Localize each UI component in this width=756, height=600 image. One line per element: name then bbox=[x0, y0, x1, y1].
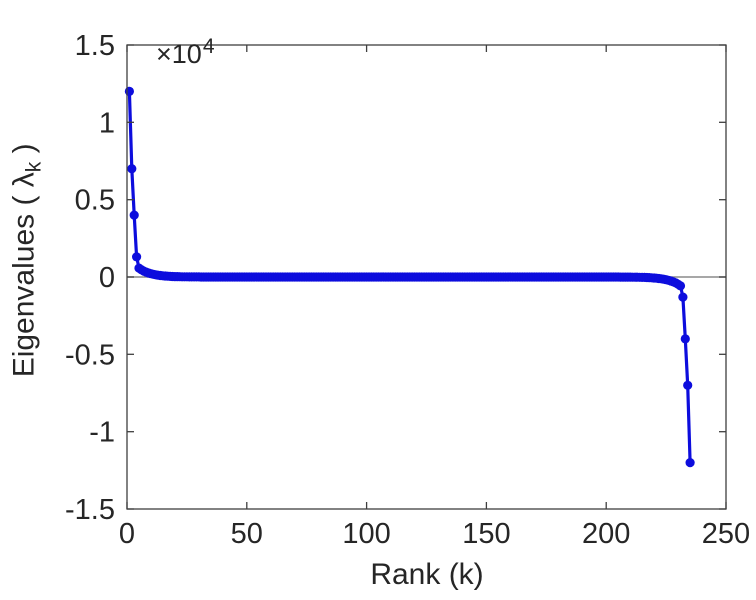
x-tick-label: 100 bbox=[342, 518, 390, 550]
y-axis-label: Eigenvalues ( λk ) bbox=[0, 143, 81, 410]
y-tick-label: -1.5 bbox=[65, 494, 115, 526]
data-point-marker bbox=[132, 252, 142, 262]
data-point-marker bbox=[129, 210, 139, 220]
y-tick-label: -1 bbox=[89, 417, 115, 449]
x-axis-label: Rank (k) bbox=[370, 558, 484, 591]
exponent-base: ×10 bbox=[156, 39, 202, 69]
y-tick-label: 0 bbox=[99, 262, 115, 294]
y-tick-label: 1 bbox=[99, 107, 115, 139]
data-point-marker bbox=[680, 334, 690, 344]
data-point-marker bbox=[683, 380, 693, 390]
exponent-power: 4 bbox=[202, 35, 215, 58]
x-tick-label: 250 bbox=[702, 518, 750, 550]
y-axis-exponent: ×104 bbox=[126, 8, 215, 101]
x-tick-label: 50 bbox=[231, 518, 263, 550]
x-tick-label: 150 bbox=[462, 518, 510, 550]
x-tick-label: 200 bbox=[582, 518, 630, 550]
y-label-suffix: ) bbox=[7, 143, 41, 162]
y-label-prefix: Eigenvalues ( λ bbox=[7, 172, 41, 378]
x-tick-label: 0 bbox=[119, 518, 135, 550]
data-point-marker bbox=[127, 164, 137, 174]
y-tick-label: 0.5 bbox=[75, 185, 115, 217]
y-tick-label: -0.5 bbox=[65, 339, 115, 371]
y-tick-label: 1.5 bbox=[75, 30, 115, 62]
data-point-marker bbox=[675, 281, 686, 291]
data-point-marker bbox=[678, 292, 688, 302]
data-point-marker bbox=[685, 458, 695, 468]
y-label-subscript: k bbox=[22, 161, 46, 173]
